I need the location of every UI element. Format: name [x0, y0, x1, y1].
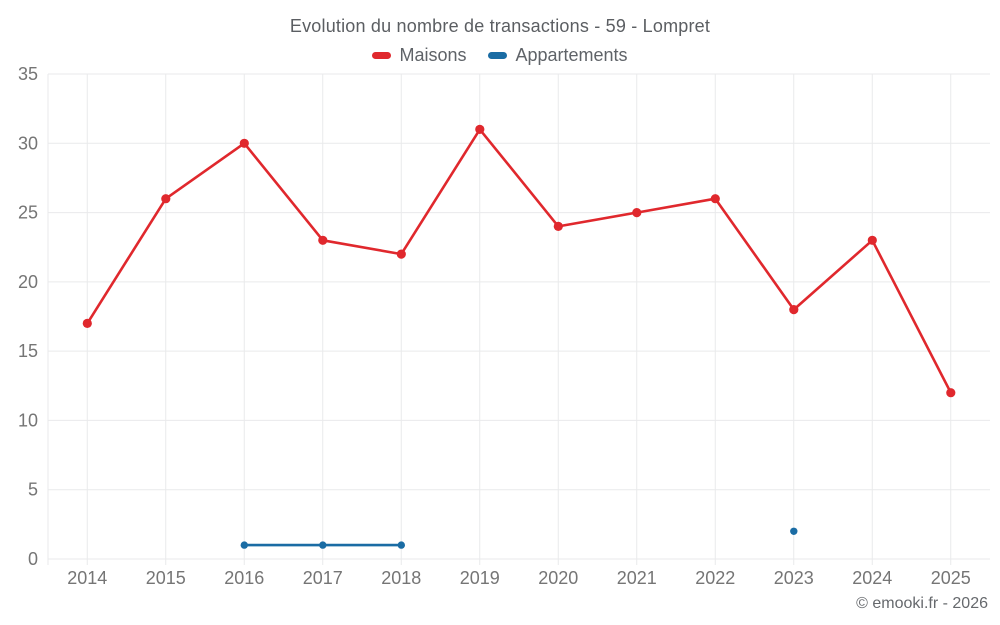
data-point-maisons-2014[interactable]: [82, 318, 92, 328]
maisons-swatch-icon: [372, 52, 392, 59]
svg-text:2024: 2024: [852, 568, 892, 588]
series-lines: [82, 124, 956, 549]
data-point-appartements-2023[interactable]: [790, 527, 798, 535]
data-point-maisons-2020[interactable]: [553, 221, 563, 231]
svg-text:0: 0: [28, 549, 38, 569]
svg-text:2021: 2021: [617, 568, 657, 588]
data-point-maisons-2022[interactable]: [710, 194, 720, 204]
series-line-maisons: [86, 128, 952, 394]
svg-text:35: 35: [18, 64, 38, 84]
data-point-appartements-2016[interactable]: [240, 541, 248, 549]
legend-label-maisons: Maisons: [399, 45, 467, 65]
data-point-maisons-2021[interactable]: [632, 208, 642, 218]
svg-text:20: 20: [18, 272, 38, 292]
data-point-appartements-2017[interactable]: [319, 541, 327, 549]
svg-text:25: 25: [18, 203, 38, 223]
svg-text:5: 5: [28, 480, 38, 500]
svg-text:2018: 2018: [381, 568, 421, 588]
legend: Maisons Appartements: [0, 45, 1000, 66]
svg-text:2022: 2022: [695, 568, 735, 588]
gridlines: [47, 73, 990, 565]
legend-item-maisons[interactable]: Maisons: [372, 45, 466, 66]
svg-text:2015: 2015: [146, 568, 186, 588]
data-point-maisons-2016[interactable]: [239, 138, 249, 148]
svg-text:2025: 2025: [931, 568, 971, 588]
chart-title: Evolution du nombre de transactions - 59…: [289, 16, 711, 36]
svg-text:2017: 2017: [303, 568, 343, 588]
data-point-maisons-2023[interactable]: [789, 305, 799, 315]
svg-text:2023: 2023: [774, 568, 814, 588]
data-point-maisons-2019[interactable]: [475, 124, 485, 134]
data-point-maisons-2024[interactable]: [867, 235, 877, 245]
data-point-maisons-2025[interactable]: [946, 388, 956, 398]
legend-label-appartements: Appartements: [515, 45, 628, 65]
legend-item-appartements[interactable]: Appartements: [488, 45, 628, 66]
svg-text:30: 30: [18, 133, 38, 153]
data-point-maisons-2017[interactable]: [318, 235, 328, 245]
data-point-appartements-2018[interactable]: [397, 541, 405, 549]
svg-text:2016: 2016: [224, 568, 264, 588]
series-line-appartements: [244, 531, 794, 545]
data-point-maisons-2018[interactable]: [396, 249, 406, 259]
svg-text:2019: 2019: [460, 568, 500, 588]
data-point-maisons-2015[interactable]: [161, 194, 171, 204]
svg-text:2014: 2014: [67, 568, 107, 588]
attribution-text: © emooki.fr - 2026: [856, 595, 988, 612]
svg-text:2020: 2020: [538, 568, 578, 588]
svg-text:10: 10: [18, 410, 38, 430]
appartements-swatch-icon: [488, 52, 508, 59]
svg-text:15: 15: [18, 341, 38, 361]
